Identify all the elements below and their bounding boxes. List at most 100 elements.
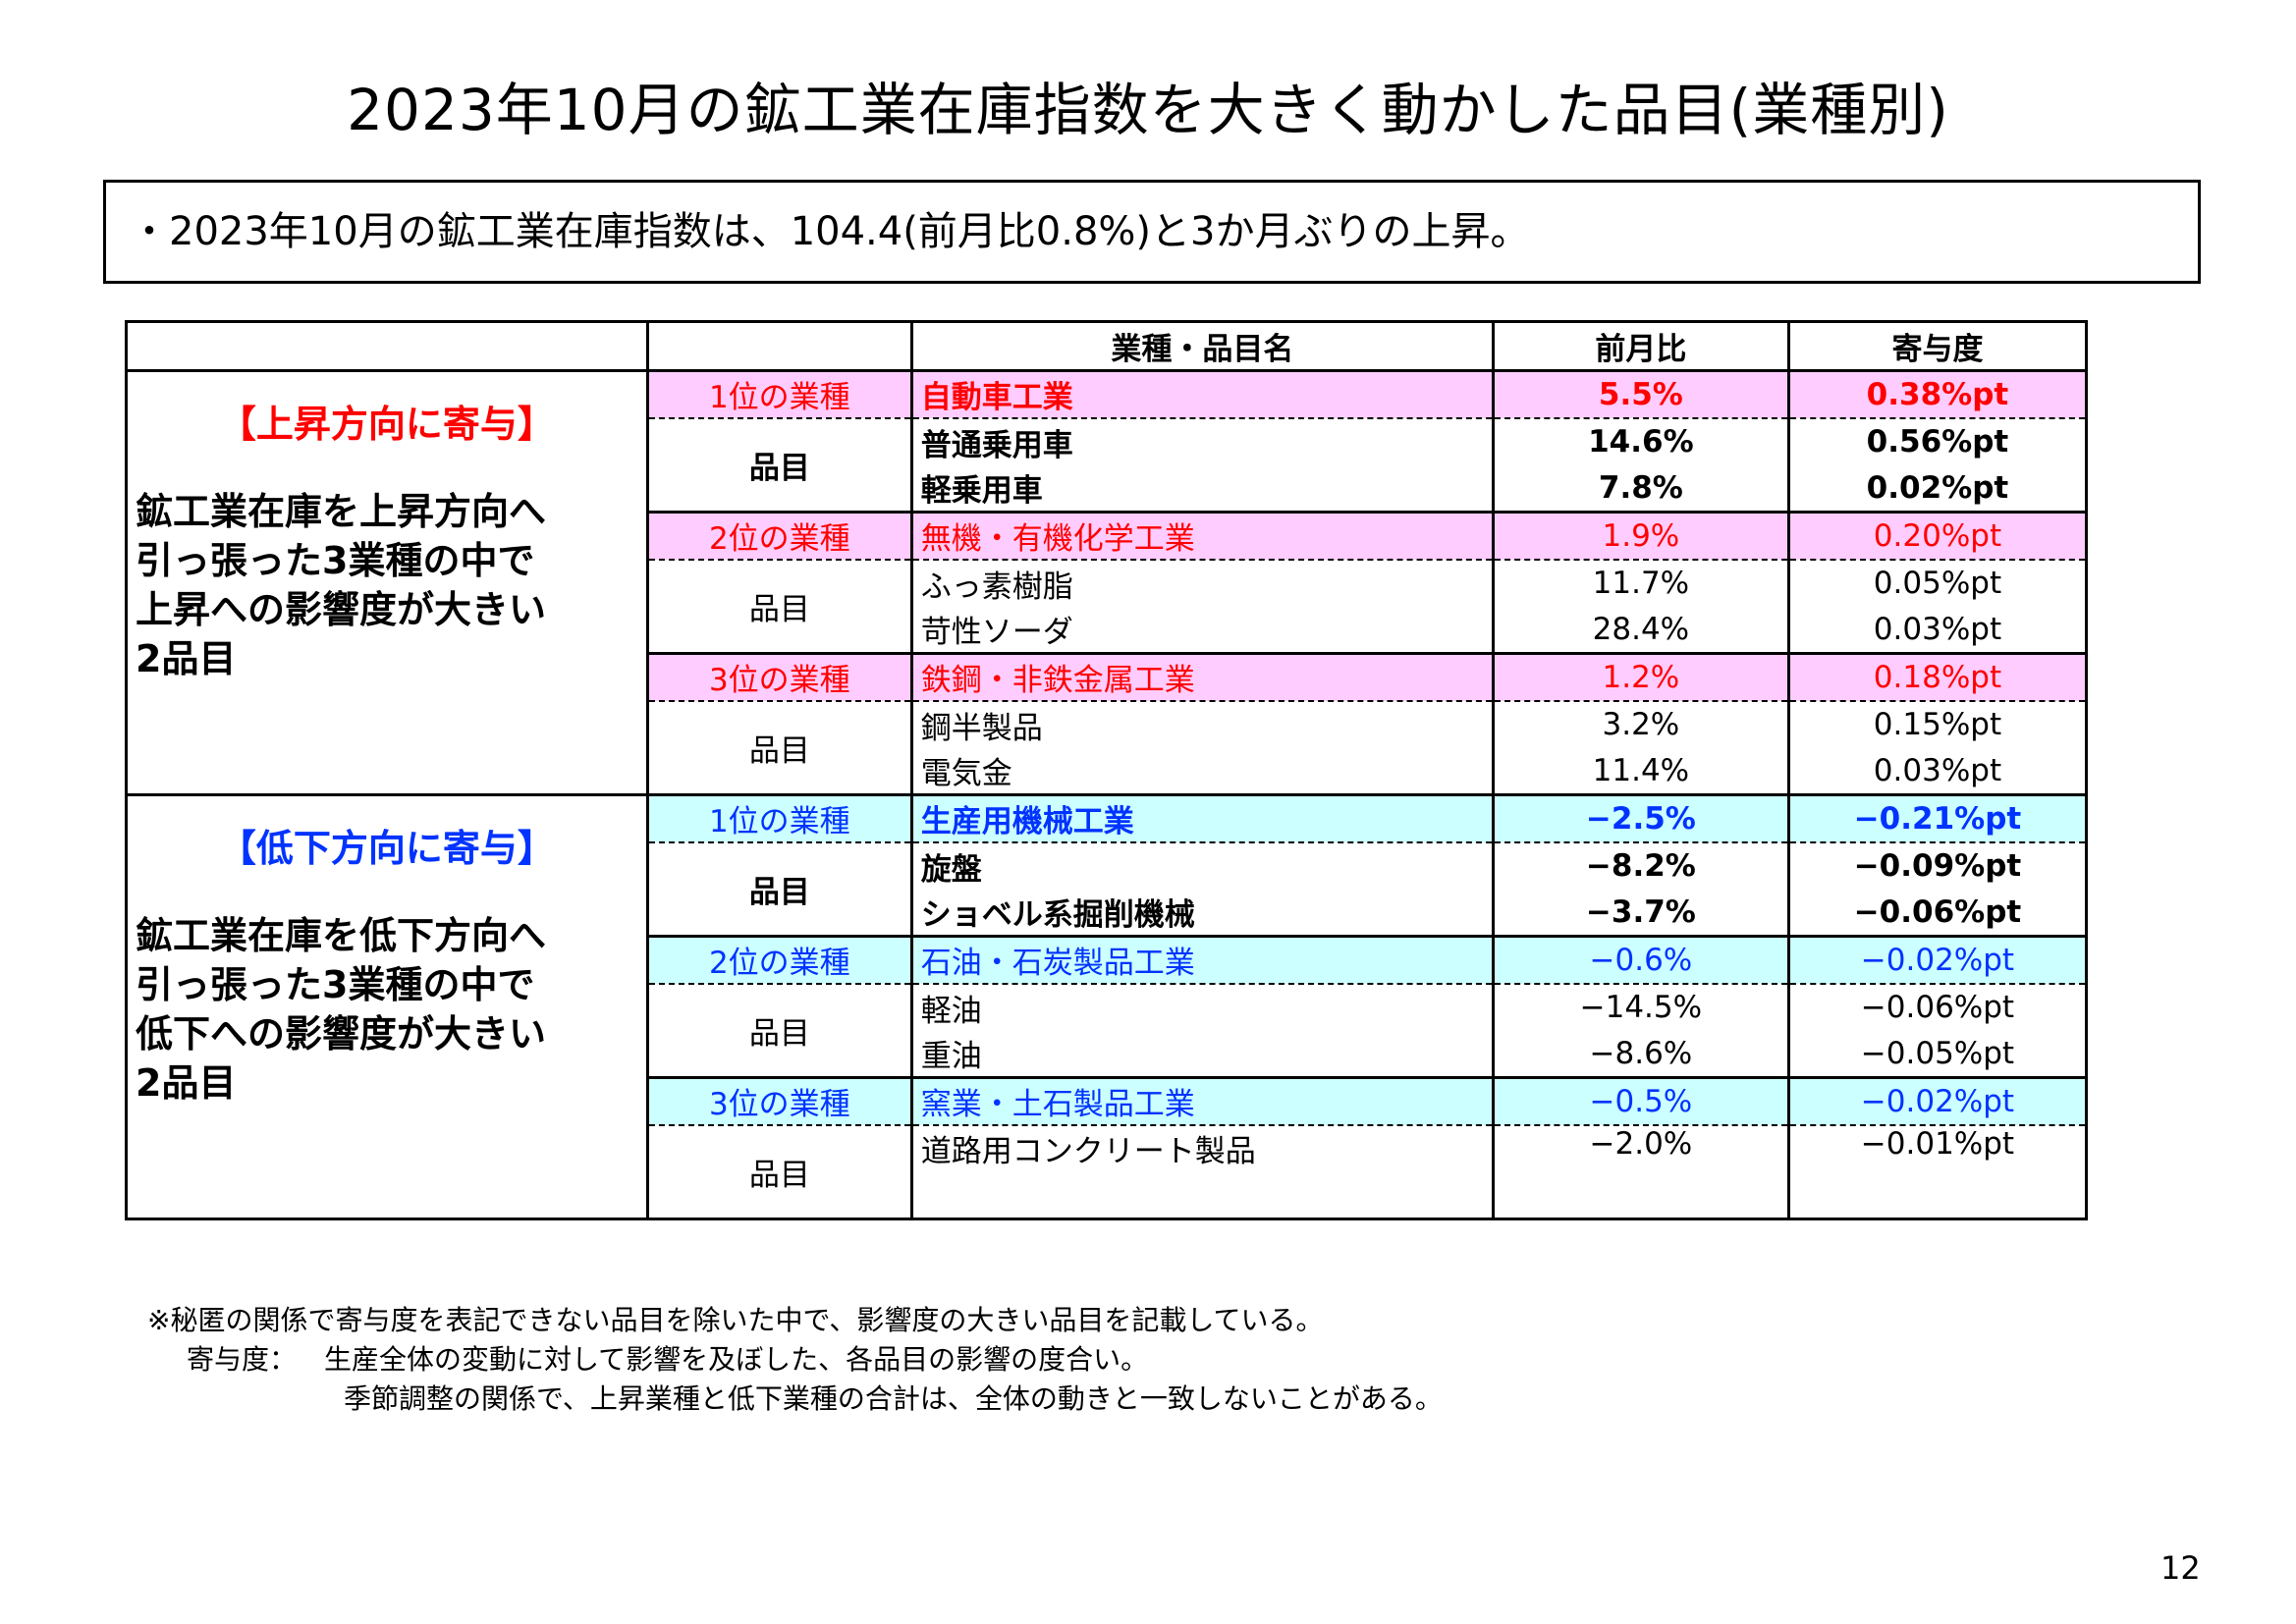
table-row [127, 1171, 2089, 1220]
item-contrib: 0.03%pt [1786, 606, 2089, 654]
industry-contrib: 0.38%pt [1786, 369, 2089, 419]
rank-label: 2位の業種 [645, 935, 913, 985]
item-name: 旋盤 [909, 841, 1495, 890]
up-group-cell: 【上昇方向に寄与】 鉱工業在庫を上昇方向へ 引っ張った3業種の中で 上昇への影響… [125, 369, 649, 796]
industry-name: 無機・有機化学工業 [909, 511, 1495, 561]
item-name: 軽油 [909, 983, 1495, 1031]
rank-label: 1位の業種 [645, 369, 913, 419]
item-name: ふっ素樹脂 [909, 559, 1495, 607]
header-blank-2 [647, 320, 913, 372]
industry-mom: 5.5% [1491, 369, 1790, 419]
header-mom: 前月比 [1491, 320, 1790, 372]
item-name [909, 1171, 1495, 1220]
header-contrib: 寄与度 [1786, 320, 2089, 372]
down-heading: 【低下方向に寄与】 [218, 827, 555, 870]
item-contrib: 0.05%pt [1786, 559, 2089, 607]
table-row: 品目 旋盤 −8.2% −0.09%pt [127, 841, 2089, 938]
table-row: 電気金 11.4% 0.03%pt [127, 747, 2089, 795]
item-mom: −8.6% [1491, 1030, 1790, 1078]
footnote-3: 季節調整の関係で、上昇業種と低下業種の合計は、全体の動きと一致しないことがある。 [344, 1382, 1443, 1415]
header-blank [125, 320, 649, 372]
item-contrib: −0.09%pt [1786, 841, 2089, 890]
item-mom: 11.7% [1491, 559, 1790, 607]
item-mom: 7.8% [1491, 464, 1790, 513]
item-contrib: −0.01%pt [1786, 1124, 2089, 1172]
item-contrib: −0.06%pt [1786, 983, 2089, 1031]
industry-name: 自動車工業 [909, 369, 1495, 419]
industry-mom: −0.5% [1491, 1076, 1790, 1126]
summary-box: ・2023年10月の鉱工業在庫指数は、104.4(前月比0.8%)と3か月ぶりの… [103, 180, 2201, 284]
down-group-cell: 【低下方向に寄与】 鉱工業在庫を低下方向へ 引っ張った3業種の中で 低下への影響… [125, 793, 649, 1220]
item-label: 品目 [645, 983, 913, 1079]
item-contrib: 0.02%pt [1786, 464, 2089, 513]
footnote-2-label: 寄与度： [187, 1343, 298, 1376]
page-title: 2023年10月の鉱工業在庫指数を大きく動かした品目(業種別) [347, 77, 1949, 143]
header-name: 業種・品目名 [909, 320, 1495, 372]
item-name: 道路用コンクリート製品 [909, 1124, 1495, 1172]
table-row: 品目 普通乗用車 14.6% 0.56%pt [127, 417, 2089, 514]
rank-label: 3位の業種 [645, 652, 913, 702]
item-contrib [1786, 1171, 2089, 1220]
item-mom: −3.7% [1491, 889, 1790, 937]
table-row: 【低下方向に寄与】 鉱工業在庫を低下方向へ 引っ張った3業種の中で 低下への影響… [125, 793, 2089, 1220]
item-contrib: 0.15%pt [1786, 700, 2089, 748]
item-contrib: 0.03%pt [1786, 747, 2089, 795]
page-number: 12 [2160, 1549, 2201, 1587]
table-row: 品目 軽油 −14.5% −0.06%pt [127, 983, 2089, 1079]
industry-name: 生産用機械工業 [909, 793, 1495, 843]
up-heading: 【上昇方向に寄与】 [218, 403, 555, 446]
item-mom: −2.0% [1491, 1124, 1790, 1172]
table-row: 3位の業種 窯業・土石製品工業 −0.5% −0.02%pt [127, 1076, 2089, 1126]
table-row: 苛性ソーダ 28.4% 0.03%pt [127, 606, 2089, 654]
item-mom: 3.2% [1491, 700, 1790, 748]
industry-contrib: 0.18%pt [1786, 652, 2089, 702]
table-row: 品目 ふっ素樹脂 11.7% 0.05%pt [127, 559, 2089, 655]
item-mom: 14.6% [1491, 417, 1790, 465]
industry-name: 石油・石炭製品工業 [909, 935, 1495, 985]
down-description: 鉱工業在庫を低下方向へ 引っ張った3業種の中で 低下への影響度が大きい 2品目 [136, 914, 547, 1105]
rank-label: 2位の業種 [645, 511, 913, 561]
rank-label: 3位の業種 [645, 1076, 913, 1126]
industry-contrib: 0.20%pt [1786, 511, 2089, 561]
item-name: 鋼半製品 [909, 700, 1495, 748]
item-name: 重油 [909, 1030, 1495, 1078]
footnote-1: ※秘匿の関係で寄与度を表記できない品目を除いた中で、影響度の大きい品目を記載して… [147, 1304, 1324, 1336]
item-name: 苛性ソーダ [909, 606, 1495, 654]
table-row: 重油 −8.6% −0.05%pt [127, 1030, 2089, 1078]
item-name: 軽乗用車 [909, 464, 1495, 513]
item-name: 普通乗用車 [909, 417, 1495, 465]
footnote-2-text: 生産全体の変動に対して影響を及ぼした、各品目の影響の度合い。 [324, 1343, 1149, 1376]
table-row: 2位の業種 無機・有機化学工業 1.9% 0.20%pt [127, 511, 2089, 561]
item-label: 品目 [645, 559, 913, 655]
table-row: 軽乗用車 7.8% 0.02%pt [127, 464, 2089, 513]
item-label: 品目 [645, 841, 913, 938]
table-row: 品目 道路用コンクリート製品 −2.0% −0.01%pt [127, 1124, 2089, 1220]
industry-mom: 1.2% [1491, 652, 1790, 702]
item-mom: −14.5% [1491, 983, 1790, 1031]
table-row: 品目 鋼半製品 3.2% 0.15%pt [127, 700, 2089, 796]
table-row: 3位の業種 鉄鋼・非鉄金属工業 1.2% 0.18%pt [127, 652, 2089, 702]
footnote-2: 寄与度： 生産全体の変動に対して影響を及ぼした、各品目の影響の度合い。 [147, 1340, 1443, 1380]
industry-mom: 1.9% [1491, 511, 1790, 561]
table-row: ショベル系掘削機械 −3.7% −0.06%pt [127, 889, 2089, 937]
contribution-table: 業種・品目名 前月比 寄与度 【上昇方向に寄与】 鉱工業在庫を上昇方向へ 引っ張… [125, 320, 2089, 1220]
item-mom [1491, 1171, 1790, 1220]
footnotes: ※秘匿の関係で寄与度を表記できない品目を除いた中で、影響度の大きい品目を記載して… [147, 1301, 1443, 1419]
rank-label: 1位の業種 [645, 793, 913, 843]
industry-contrib: −0.21%pt [1786, 793, 2089, 843]
industry-name: 鉄鋼・非鉄金属工業 [909, 652, 1495, 702]
industry-contrib: −0.02%pt [1786, 1076, 2089, 1126]
item-name: ショベル系掘削機械 [909, 889, 1495, 937]
item-contrib: −0.06%pt [1786, 889, 2089, 937]
industry-name: 窯業・土石製品工業 [909, 1076, 1495, 1126]
table-row: 【上昇方向に寄与】 鉱工業在庫を上昇方向へ 引っ張った3業種の中で 上昇への影響… [125, 369, 2089, 796]
table-row: 2位の業種 石油・石炭製品工業 −0.6% −0.02%pt [127, 935, 2089, 985]
item-name: 電気金 [909, 747, 1495, 795]
item-contrib: 0.56%pt [1786, 417, 2089, 465]
item-mom: 11.4% [1491, 747, 1790, 795]
item-label: 品目 [645, 417, 913, 514]
industry-mom: −0.6% [1491, 935, 1790, 985]
industry-mom: −2.5% [1491, 793, 1790, 843]
item-label: 品目 [645, 700, 913, 796]
item-label: 品目 [645, 1124, 913, 1220]
